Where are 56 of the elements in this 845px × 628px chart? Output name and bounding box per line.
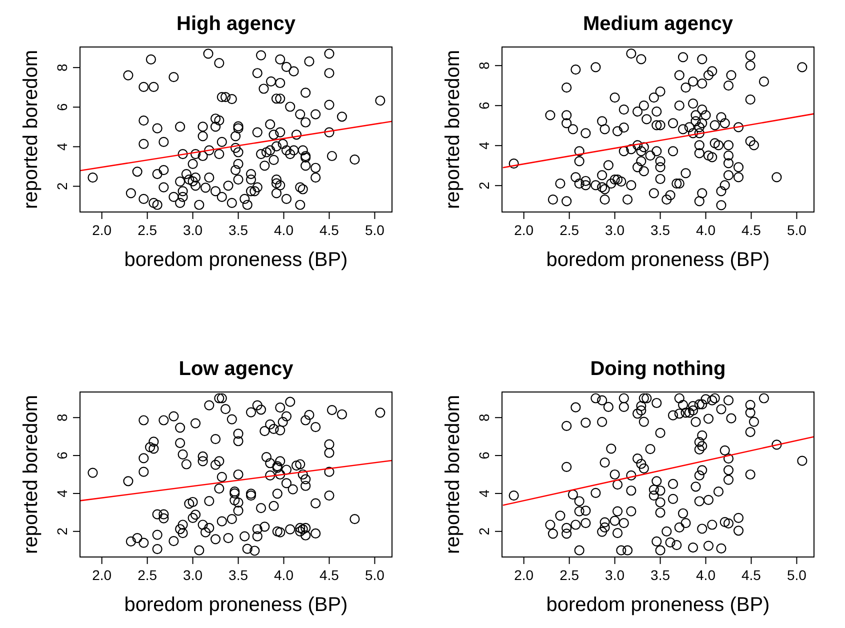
x-tick-label: 3.0: [605, 567, 625, 583]
y-tick-label: 2: [54, 527, 70, 536]
y-axis-title: reported boredom: [20, 50, 42, 209]
x-tick-label: 5.0: [786, 567, 807, 583]
x-tick-label: 3.0: [605, 222, 625, 238]
x-tick-label: 4.0: [696, 567, 716, 583]
x-axis-title: boredom proneness (BP): [124, 594, 348, 616]
y-axis-title: reported boredom: [442, 50, 464, 209]
y-tick-label: 6: [54, 103, 70, 112]
x-tick-label: 4.5: [320, 567, 340, 583]
y-tick-label: 8: [476, 62, 492, 70]
x-tick-label: 2.5: [560, 567, 580, 583]
x-tick-label: 3.0: [183, 222, 203, 238]
x-tick-label: 3.5: [228, 222, 248, 238]
x-tick-label: 2.5: [560, 222, 580, 238]
x-tick-label: 5.0: [364, 222, 385, 238]
x-tick-label: 2.0: [514, 222, 534, 238]
x-tick-label: 2.5: [138, 222, 158, 238]
y-tick-label: 2: [54, 182, 70, 190]
x-axis-title: boredom proneness (BP): [124, 249, 348, 271]
y-tick-label: 4: [54, 142, 70, 151]
y-tick-label: 2: [476, 527, 492, 536]
y-tick-label: 4: [54, 489, 70, 498]
x-tick-label: 3.5: [228, 567, 248, 583]
x-axis-title: boredom proneness (BP): [546, 249, 770, 271]
chart-title: High agency: [176, 13, 296, 35]
y-tick-label: 2: [476, 182, 492, 190]
x-tick-label: 5.0: [786, 222, 807, 238]
x-tick-label: 4.0: [274, 222, 294, 238]
x-tick-label: 4.5: [742, 222, 762, 238]
y-tick-label: 6: [476, 451, 492, 460]
x-tick-label: 4.0: [274, 567, 294, 583]
x-tick-label: 4.5: [320, 222, 340, 238]
chart-title: Low agency: [178, 358, 294, 380]
x-tick-label: 2.0: [92, 222, 112, 238]
x-tick-label: 2.0: [514, 567, 534, 583]
x-tick-label: 2.0: [92, 567, 112, 583]
chart-title: Doing nothing: [590, 358, 726, 380]
y-tick-label: 4: [476, 489, 492, 498]
y-tick-label: 4: [476, 142, 492, 150]
chart-title: Medium agency: [582, 13, 734, 35]
x-tick-label: 4.0: [696, 222, 716, 238]
y-tick-label: 8: [54, 63, 70, 72]
y-axis-title: reported boredom: [442, 395, 464, 554]
y-axis-title: reported boredom: [20, 395, 42, 554]
x-tick-label: 5.0: [364, 567, 385, 583]
y-tick-label: 8: [476, 414, 492, 422]
x-tick-label: 3.5: [650, 567, 670, 583]
x-tick-label: 4.5: [742, 567, 762, 583]
x-axis-title: boredom proneness (BP): [546, 594, 770, 616]
y-tick-label: 6: [54, 451, 70, 460]
y-tick-label: 6: [476, 102, 492, 110]
x-tick-label: 3.5: [650, 222, 670, 238]
x-tick-label: 3.0: [183, 567, 203, 583]
x-tick-label: 2.5: [138, 567, 158, 583]
y-tick-label: 8: [54, 414, 70, 422]
